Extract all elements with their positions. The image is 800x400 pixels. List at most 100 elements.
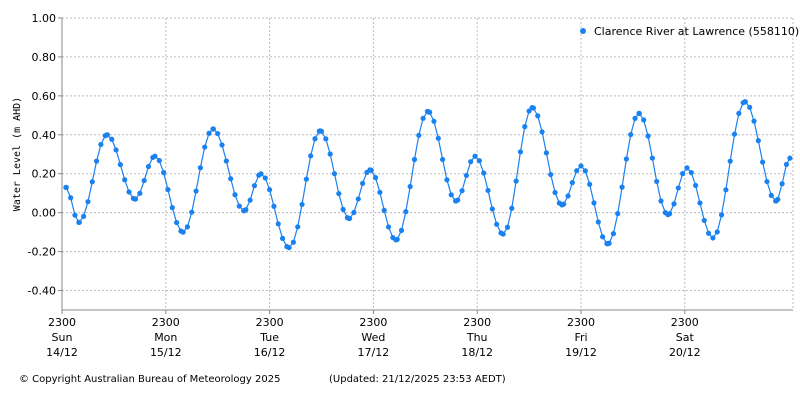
data-point xyxy=(582,168,588,174)
data-point xyxy=(587,181,593,187)
data-point xyxy=(76,219,82,225)
data-point xyxy=(262,175,268,181)
x-tick-label: 20/12 xyxy=(669,346,701,359)
data-point xyxy=(180,229,186,235)
data-point xyxy=(94,158,100,164)
data-point xyxy=(455,197,461,203)
data-point xyxy=(623,156,630,162)
data-point xyxy=(327,151,333,157)
data-point xyxy=(755,138,761,144)
data-point xyxy=(161,170,167,176)
data-point xyxy=(137,190,143,196)
data-point xyxy=(98,141,104,148)
data-point xyxy=(347,215,353,222)
data-point xyxy=(197,165,203,171)
x-tick-label: Sat xyxy=(676,331,695,344)
data-point xyxy=(680,170,686,177)
data-point xyxy=(636,110,642,117)
data-point xyxy=(705,230,712,236)
data-point xyxy=(219,142,225,148)
data-point xyxy=(427,109,433,115)
legend-marker xyxy=(580,28,586,34)
data-point xyxy=(202,144,208,150)
data-point xyxy=(377,189,383,195)
data-point xyxy=(667,211,673,217)
data-point xyxy=(303,176,309,182)
data-point xyxy=(295,224,301,230)
data-point xyxy=(658,198,664,204)
data-point xyxy=(206,130,212,136)
data-point xyxy=(500,231,506,237)
data-point xyxy=(126,189,132,195)
data-point xyxy=(645,133,651,139)
data-point xyxy=(675,185,681,191)
data-point xyxy=(731,131,738,137)
data-point xyxy=(271,203,277,209)
data-point xyxy=(228,176,234,182)
data-point xyxy=(751,118,757,124)
y-tick-label: 0.20 xyxy=(32,168,57,181)
data-point xyxy=(684,165,690,171)
data-point xyxy=(411,156,418,163)
data-point xyxy=(247,197,253,203)
data-point xyxy=(494,221,500,227)
data-point xyxy=(169,205,175,211)
data-point xyxy=(591,200,597,206)
data-point xyxy=(117,161,123,168)
data-point xyxy=(355,196,361,202)
data-point xyxy=(619,184,625,190)
data-point xyxy=(513,178,519,184)
data-point xyxy=(215,130,221,137)
data-point xyxy=(764,178,770,185)
data-point xyxy=(535,113,541,119)
data-point xyxy=(312,136,318,142)
data-point xyxy=(232,192,238,198)
updated-timestamp: (Updated: 21/12/2025 23:53 AEDT) xyxy=(329,374,506,385)
x-tick-label: Wed xyxy=(361,331,385,344)
data-point xyxy=(448,192,454,198)
data-point xyxy=(407,183,413,190)
data-point xyxy=(81,213,87,219)
data-point xyxy=(552,189,558,196)
data-point xyxy=(747,104,753,110)
x-tick-label: 2300 xyxy=(256,316,284,329)
data-point xyxy=(431,118,437,124)
data-point xyxy=(561,201,567,207)
x-tick-label: 2300 xyxy=(152,316,180,329)
data-point xyxy=(768,192,774,198)
data-point xyxy=(141,177,147,184)
y-tick-label: 0.40 xyxy=(32,129,57,142)
data-point xyxy=(368,167,374,173)
data-point xyxy=(574,168,580,174)
data-point xyxy=(509,205,515,211)
x-tick-label: 17/12 xyxy=(358,346,390,359)
data-point xyxy=(223,158,229,164)
data-point xyxy=(145,163,152,170)
data-point xyxy=(122,177,128,183)
data-point xyxy=(723,187,729,193)
y-tick-label: 1.00 xyxy=(32,12,57,25)
x-tick-label: Thu xyxy=(466,331,488,344)
data-point xyxy=(727,158,733,164)
legend-label: Clarence River at Lawrence (558110) xyxy=(594,25,799,38)
data-point xyxy=(403,209,409,215)
data-point xyxy=(688,169,694,176)
data-point xyxy=(444,177,450,183)
y-tick-label: 0.60 xyxy=(32,90,57,103)
data-point xyxy=(251,183,258,189)
data-point xyxy=(530,105,537,111)
data-point xyxy=(372,175,379,181)
data-point xyxy=(693,182,699,189)
data-point xyxy=(318,128,325,134)
data-point xyxy=(275,221,281,227)
x-tick-label: 15/12 xyxy=(150,346,182,359)
data-point xyxy=(736,110,742,116)
data-point xyxy=(63,184,69,191)
data-point xyxy=(104,132,111,138)
data-point xyxy=(189,209,195,215)
data-point xyxy=(381,207,387,213)
data-point xyxy=(481,170,487,176)
data-point xyxy=(174,219,180,226)
x-tick-label: 2300 xyxy=(463,316,491,329)
data-point xyxy=(489,206,495,212)
